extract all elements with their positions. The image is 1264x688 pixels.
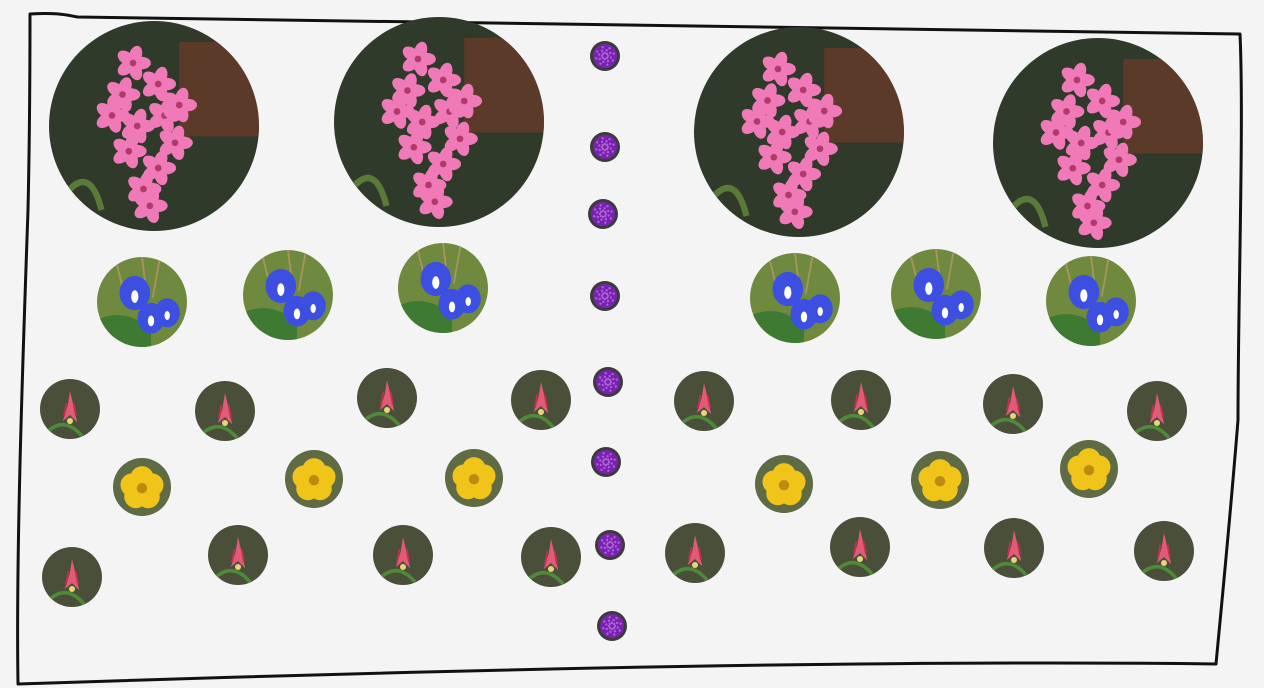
red-columbine-flower-icon — [984, 518, 1044, 578]
red-columbine-flower-icon — [42, 547, 102, 607]
purple-allium-flower-icon — [590, 41, 620, 71]
purple-allium-flower-icon — [591, 447, 621, 477]
red-columbine-flower-icon — [1127, 381, 1187, 441]
red-columbine-flower-icon — [511, 370, 571, 430]
pink-flower-cluster-icon — [694, 27, 904, 237]
red-columbine-flower-icon — [521, 527, 581, 587]
red-columbine-flower-icon — [831, 370, 891, 430]
yellow-buttercup-flower-icon — [113, 458, 171, 516]
red-columbine-flower-icon — [674, 371, 734, 431]
yellow-buttercup-flower-icon — [911, 451, 969, 509]
pink-flower-cluster-icon — [49, 21, 259, 231]
pink-flower-cluster-icon — [993, 38, 1203, 248]
purple-allium-flower-icon — [590, 132, 620, 162]
yellow-buttercup-flower-icon — [1060, 440, 1118, 498]
blue-pea-flower-icon — [891, 249, 981, 339]
red-columbine-flower-icon — [373, 525, 433, 585]
blue-pea-flower-icon — [750, 253, 840, 343]
yellow-buttercup-flower-icon — [755, 455, 813, 513]
red-columbine-flower-icon — [40, 379, 100, 439]
purple-allium-flower-icon — [590, 281, 620, 311]
red-columbine-flower-icon — [830, 517, 890, 577]
red-columbine-flower-icon — [983, 374, 1043, 434]
blue-pea-flower-icon — [1046, 256, 1136, 346]
blue-pea-flower-icon — [97, 257, 187, 347]
red-columbine-flower-icon — [1134, 521, 1194, 581]
red-columbine-flower-icon — [208, 525, 268, 585]
purple-allium-flower-icon — [595, 530, 625, 560]
blue-pea-flower-icon — [243, 250, 333, 340]
red-columbine-flower-icon — [195, 381, 255, 441]
purple-allium-flower-icon — [593, 367, 623, 397]
blue-pea-flower-icon — [398, 243, 488, 333]
purple-allium-flower-icon — [588, 199, 618, 229]
yellow-buttercup-flower-icon — [445, 449, 503, 507]
pink-flower-cluster-icon — [334, 17, 544, 227]
red-columbine-flower-icon — [357, 368, 417, 428]
purple-allium-flower-icon — [597, 611, 627, 641]
yellow-buttercup-flower-icon — [285, 450, 343, 508]
red-columbine-flower-icon — [665, 523, 725, 583]
